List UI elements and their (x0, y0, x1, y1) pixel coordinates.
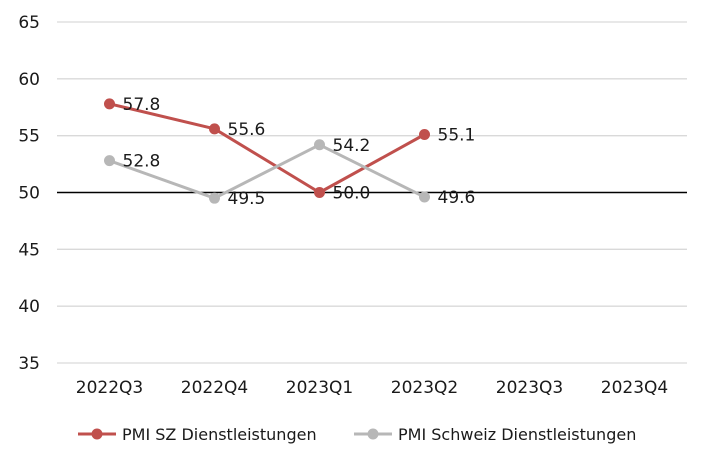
series-1-point-2022Q4 (209, 192, 220, 204)
series-line-1 (108, 143, 426, 200)
series-0-label-2022Q3: 57.8 (123, 95, 161, 115)
y-tick-label-40: 40 (18, 297, 40, 317)
legend-label-0: PMI SZ Dienstleistungen (122, 425, 317, 444)
series-0-point-2023Q1 (314, 187, 325, 198)
x-tick-label-2023Q1: 2023Q1 (286, 378, 353, 398)
series-0-label-2023Q1: 50.0 (333, 184, 371, 204)
legend-label-1: PMI Schweiz Dienstleistungen (398, 425, 636, 444)
x-tick-label-2022Q3: 2022Q3 (76, 378, 143, 398)
y-tick-label-35: 35 (18, 354, 40, 374)
x-tick-label-2023Q4: 2023Q4 (601, 378, 668, 398)
y-tick-label-55: 55 (18, 127, 40, 147)
legend-marker-0 (91, 428, 103, 440)
series-1-point-2022Q3 (104, 155, 115, 167)
series-1-point-2023Q2 (419, 191, 430, 203)
series-0-point-2023Q2 (419, 129, 430, 141)
series-1-label-2022Q3: 52.8 (123, 152, 161, 172)
y-tick-label-50: 50 (18, 184, 40, 204)
series-0-point-2022Q3 (104, 98, 115, 110)
series-0-point-2022Q4 (209, 123, 220, 135)
x-tick-label-2023Q3: 2023Q3 (496, 378, 563, 398)
series-line-0 (109, 102, 426, 194)
y-tick-label-45: 45 (18, 240, 40, 260)
series-1-label-2023Q1: 54.2 (333, 136, 371, 156)
series-1-label-2023Q2: 49.6 (438, 188, 476, 208)
series-1-point-2023Q1 (314, 139, 325, 151)
y-tick-label-60: 60 (18, 70, 40, 90)
x-tick-label-2022Q4: 2022Q4 (181, 378, 248, 398)
x-tick-label-2023Q2: 2023Q2 (391, 378, 458, 398)
legend-marker-1 (367, 428, 379, 440)
series-1-label-2022Q4: 49.5 (228, 189, 266, 209)
series-0-label-2023Q2: 55.1 (438, 126, 476, 146)
y-tick-label-65: 65 (18, 13, 40, 33)
series-0-label-2022Q4: 55.6 (228, 120, 266, 140)
